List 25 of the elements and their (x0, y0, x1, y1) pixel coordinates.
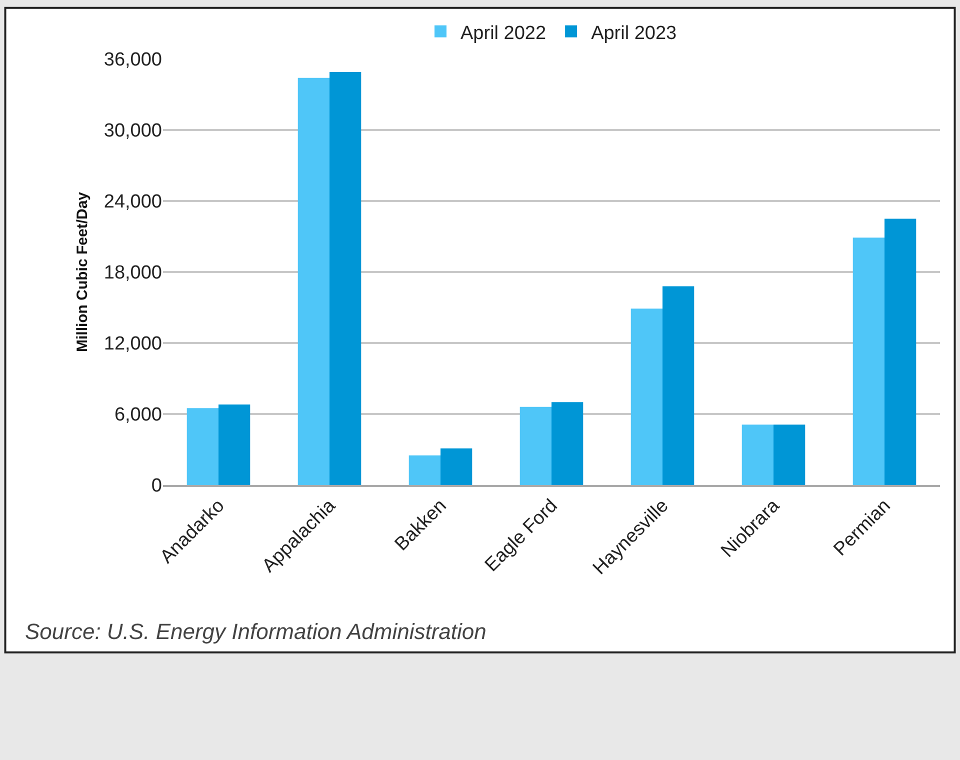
bar (630, 308, 662, 485)
y-tick-label: 30,000 (104, 120, 162, 142)
bar (330, 72, 362, 485)
bar (852, 238, 884, 485)
y-tick-label: 6,000 (114, 404, 162, 426)
y-tick-label: 24,000 (104, 192, 162, 213)
y-axis-title: Million Cubic Feet/Day (74, 191, 92, 352)
bar (662, 286, 694, 485)
source-note: Source: U.S. Energy Information Administration (25, 619, 486, 644)
bar (218, 404, 250, 485)
legend-label: April 2022 (460, 22, 546, 44)
bar (440, 448, 472, 485)
bar (884, 218, 916, 485)
legend-label: April 2023 (591, 22, 677, 44)
bar (774, 424, 806, 485)
bar (186, 408, 218, 485)
y-tick-label: 36,000 (104, 50, 162, 71)
bar (742, 424, 774, 485)
bar (298, 78, 330, 485)
bar (520, 406, 552, 485)
y-tick-label: 0 (151, 476, 162, 497)
y-tick-label: 18,000 (104, 262, 162, 284)
bar (408, 455, 440, 485)
bar (552, 402, 584, 485)
y-tick-label: 12,000 (104, 334, 162, 355)
